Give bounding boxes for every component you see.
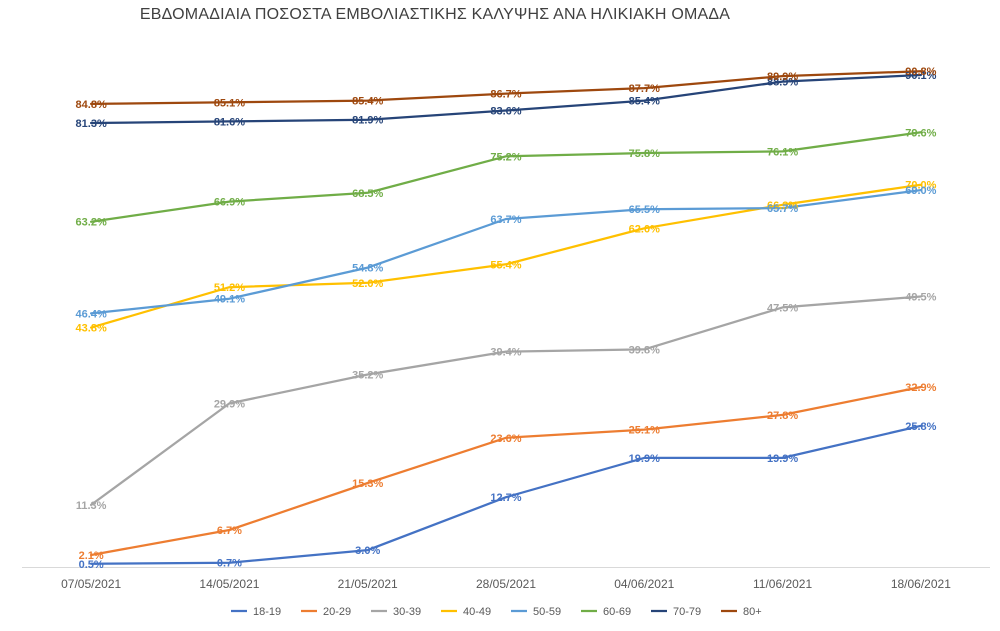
x-tick-label: 11/06/2021 [753, 577, 812, 591]
data-label: 47.5% [767, 302, 798, 314]
data-label: 52.0% [352, 278, 383, 290]
data-label: 35.2% [352, 369, 383, 381]
data-label: 66.9% [214, 197, 245, 209]
data-label: 49.5% [905, 291, 936, 303]
legend-label: 18-19 [253, 606, 281, 618]
data-label: 62.0% [629, 223, 660, 235]
data-label: 85.4% [629, 96, 660, 108]
data-label: 63.7% [490, 214, 521, 226]
data-label: 81.3% [76, 118, 107, 130]
data-label: 15.3% [352, 478, 383, 490]
data-label: 51.2% [214, 282, 245, 294]
x-tick-labels: 07/05/2021 14/05/2021 21/05/2021 28/05/2021… [61, 577, 951, 591]
data-label: 12.7% [490, 492, 521, 504]
data-label: 65.5% [629, 204, 660, 216]
data-label: 88.9% [767, 77, 798, 89]
data-label: 39.8% [629, 344, 660, 356]
data-label: 29.9% [214, 398, 245, 410]
data-label: 90.8% [905, 66, 936, 78]
data-label: 0.7% [217, 558, 242, 570]
data-label: 65.7% [767, 203, 798, 215]
data-label: 79.6% [905, 127, 936, 139]
series-line-30-39 [89, 295, 923, 507]
data-label: 23.6% [490, 433, 521, 445]
data-labels: 0.5% 0.7% 3.0% 12.7% 19.9% 19.9% 25.8% 2.1% 6.7%… [76, 66, 937, 571]
x-tick-label: 18/06/2021 [891, 577, 951, 591]
data-label: 85.4% [352, 96, 383, 108]
x-tick-label: 28/05/2021 [476, 577, 536, 591]
chart-title: ΕΒΔΟΜΑΔΙΑΙΑ ΠΟΣΟΣΤΑ ΕΜΒΟΛΙΑΣΤΙΚΗΣ ΚΑΛΥΨΗ… [139, 6, 731, 23]
x-tick-label: 07/05/2021 [61, 577, 121, 591]
data-label: 25.8% [905, 421, 936, 433]
data-label: 46.4% [76, 308, 107, 320]
data-label: 69.0% [905, 185, 936, 197]
data-label: 11.3% [76, 500, 107, 512]
data-label: 32.9% [905, 382, 936, 394]
legend-label: 50-59 [533, 606, 561, 618]
legend-label: 20-29 [323, 606, 351, 618]
data-label: 6.7% [217, 525, 242, 537]
data-label: 86.7% [490, 89, 521, 101]
series-line-20-29 [89, 385, 923, 557]
data-label: 43.8% [76, 323, 107, 335]
legend: 18-19 20-29 30-39 40-49 50-59 60-69 70-79 80+ [231, 606, 762, 618]
data-label: 84.8% [76, 99, 107, 111]
data-label: 25.1% [629, 425, 660, 437]
data-label: 19.9% [767, 453, 798, 465]
data-label: 90.1% [905, 70, 936, 82]
data-label: 63.2% [76, 217, 107, 229]
series-line-80+ [89, 70, 923, 106]
series-line-50-59 [89, 188, 923, 315]
series-line-70-79 [89, 73, 923, 125]
data-label: 0.5% [79, 559, 104, 571]
legend-label: 70-79 [673, 606, 701, 618]
series-line-40-49 [89, 183, 923, 329]
legend-label: 40-49 [463, 606, 491, 618]
data-label: 89.9% [767, 71, 798, 83]
data-label: 19.9% [629, 453, 660, 465]
data-label: 85.1% [214, 97, 245, 109]
x-tick-label: 14/05/2021 [199, 577, 259, 591]
data-label: 39.4% [490, 347, 521, 359]
data-label: 76.1% [767, 146, 798, 158]
legend-label: 30-39 [393, 606, 421, 618]
data-label: 49.1% [214, 294, 245, 306]
data-label: 66.3% [767, 200, 798, 212]
data-label: 55.4% [490, 259, 521, 271]
data-label: 68.5% [352, 188, 383, 200]
data-label: 75.2% [490, 151, 521, 163]
data-label: 27.8% [767, 410, 798, 422]
data-label: 54.8% [352, 263, 383, 275]
data-label: 3.0% [355, 545, 380, 557]
x-tick-label: 04/06/2021 [614, 577, 674, 591]
series-line-18-19 [89, 424, 923, 565]
data-label: 70.0% [905, 180, 936, 192]
data-label: 75.8% [629, 148, 660, 160]
series-line-60-69 [89, 131, 923, 223]
data-label: 83.6% [490, 105, 521, 117]
data-label: 2.1% [79, 550, 104, 562]
series-lines [89, 70, 923, 565]
legend-label: 60-69 [603, 606, 631, 618]
x-tick-label: 21/05/2021 [338, 577, 398, 591]
data-label: 87.7% [629, 83, 660, 95]
legend-label: 80+ [743, 606, 762, 618]
data-label: 81.9% [352, 115, 383, 127]
data-label: 81.6% [214, 116, 245, 128]
